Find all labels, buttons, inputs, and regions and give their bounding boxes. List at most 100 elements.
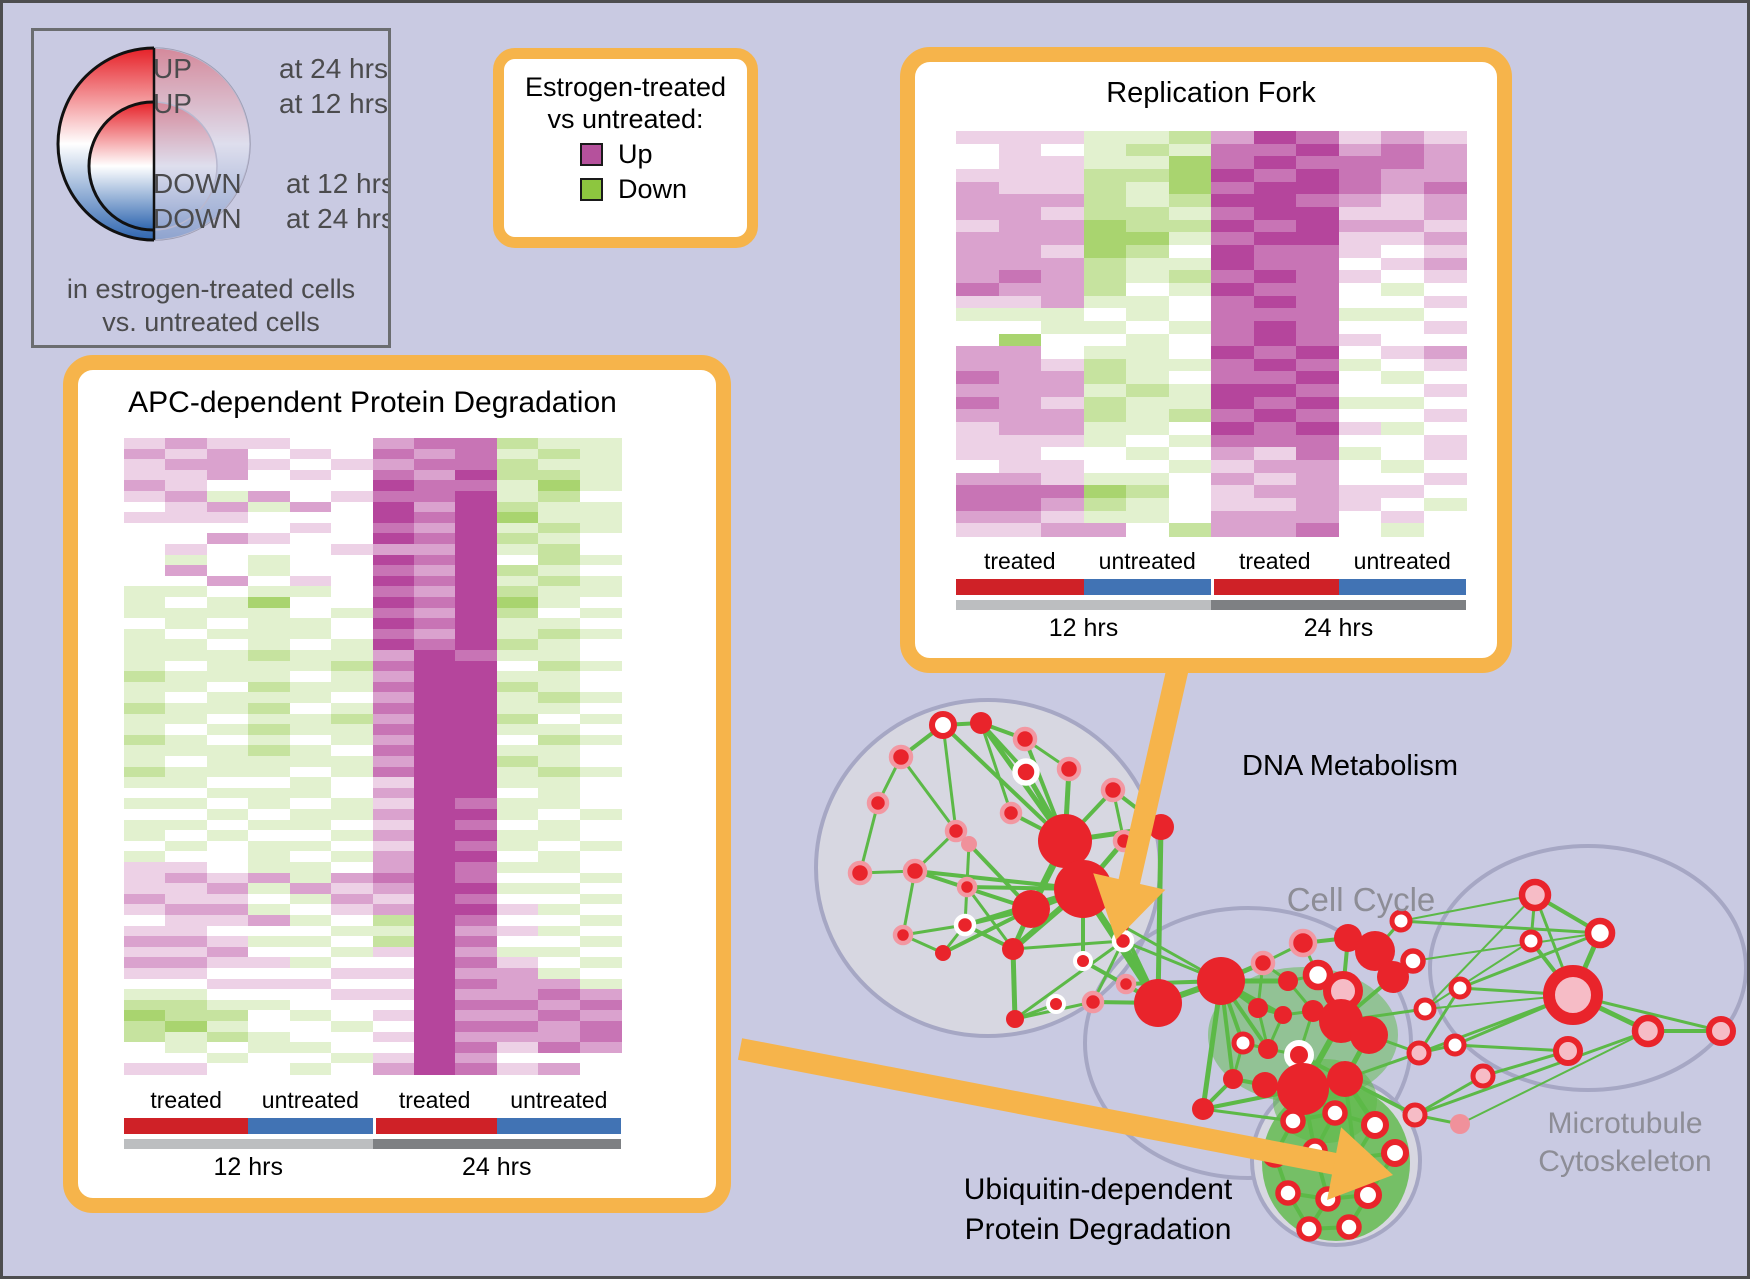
heatmap-cell	[1253, 447, 1297, 461]
heatmap-cell	[1168, 270, 1212, 284]
heatmap-cell	[538, 618, 581, 630]
heatmap-cell	[1381, 371, 1425, 385]
heatmap-cell	[1296, 510, 1340, 524]
heatmap-cell	[124, 565, 167, 577]
heatmap-cell	[165, 787, 208, 799]
heatmap-cell	[413, 787, 456, 799]
heatmap-cell	[289, 893, 332, 905]
heatmap-cell	[206, 925, 249, 937]
heatmap-cell	[1041, 498, 1085, 512]
heatmap-cell	[579, 491, 622, 503]
heatmap-cell	[998, 333, 1042, 347]
heatmap-cell	[579, 1042, 622, 1054]
heatmap-cell	[206, 522, 249, 534]
network-edge	[1155, 826, 1164, 1004]
heatmap-cell	[248, 628, 291, 640]
heatmap-cell	[538, 978, 581, 990]
heatmap-cell	[206, 1010, 249, 1022]
heatmap-cell	[1041, 371, 1085, 385]
heatmap-cell	[372, 544, 415, 556]
heatmap-cell	[455, 438, 498, 450]
heatmap-cell	[1423, 320, 1467, 335]
heatmap-cell	[579, 438, 622, 450]
heatmap-cell	[496, 565, 539, 577]
heatmap-cell	[1338, 472, 1382, 486]
heatmap-cell	[372, 925, 415, 937]
microtubule-label: Cytoskeleton	[1538, 1145, 1711, 1178]
heatmap-cell	[206, 554, 249, 566]
heatmap-cell	[998, 320, 1042, 335]
heatmap-cell	[455, 883, 498, 895]
heatmap-cell	[331, 915, 374, 927]
heatmap-cell	[496, 968, 539, 980]
heatmap-cell	[1338, 143, 1382, 157]
heatmap-cell	[455, 565, 498, 577]
heatmap-cell	[331, 597, 374, 609]
gene-node-s	[1134, 979, 1182, 1027]
heatmap-cell	[1253, 346, 1297, 360]
heatmap-cell	[206, 851, 249, 863]
heatmap-cell	[1381, 156, 1425, 170]
heatmap-cell	[1253, 219, 1297, 233]
heatmap-cell	[372, 586, 415, 598]
heatmap-cell	[1381, 232, 1425, 246]
heatmap-cell	[165, 438, 208, 450]
heatmap-cell	[413, 469, 456, 481]
heatmap-cell	[1041, 143, 1085, 157]
heatmap-cell	[1083, 270, 1127, 284]
heatmap-cell	[1423, 244, 1467, 259]
heatmap-cell	[413, 703, 456, 715]
heatmap-cell	[331, 522, 374, 534]
heatmap-cell	[331, 978, 374, 990]
heatmap-cell	[579, 756, 622, 768]
gene-node-rw	[928, 710, 958, 740]
heatmap-cell	[372, 448, 415, 460]
heatmap-cell	[124, 501, 167, 513]
network-edge	[1424, 894, 1536, 1010]
heatmap-cell	[331, 819, 374, 831]
heatmap-cell	[538, 946, 581, 958]
heatmap-cell	[289, 469, 332, 481]
heatmap-cell	[289, 978, 332, 990]
heatmap-cell	[1423, 206, 1467, 221]
heatmap-cell	[413, 904, 456, 916]
heatmap-cell	[289, 1021, 332, 1033]
heatmap-cell	[124, 681, 167, 693]
time-label: 12 hrs	[1048, 614, 1119, 642]
heatmap-cell	[165, 766, 208, 778]
heatmap-cell	[538, 1010, 581, 1022]
heatmap-cell	[248, 650, 291, 662]
heatmap-cell	[206, 745, 249, 757]
heatmap-cell	[538, 1031, 581, 1043]
heatmap-cell	[1296, 270, 1340, 284]
up-label: Up	[618, 139, 653, 169]
gene-node-rw	[1302, 959, 1334, 991]
heatmap-cell	[289, 639, 332, 651]
heatmap-cell	[165, 809, 208, 821]
heatmap-cell	[289, 597, 332, 609]
heatmap-cell	[165, 628, 208, 640]
heatmap-cell	[289, 692, 332, 704]
group-label-untreated: untreated	[510, 1087, 608, 1113]
heatmap-cell	[496, 586, 539, 598]
heatmap-cell	[1211, 143, 1255, 157]
heatmap-cell	[538, 819, 581, 831]
heatmap-cell	[165, 925, 208, 937]
heatmap-cell	[956, 472, 1000, 486]
heatmap-cell	[998, 168, 1042, 183]
heatmap-cell	[496, 533, 539, 545]
heatmap-cell	[331, 480, 374, 492]
gene-node-s	[1258, 1039, 1278, 1059]
gene-node-s	[1002, 938, 1024, 960]
heatmap-cell	[1338, 510, 1382, 524]
heatmap-cell	[1126, 447, 1170, 461]
heatmap-cell	[413, 766, 456, 778]
heatmap-cell	[124, 787, 167, 799]
heatmap-cell	[998, 143, 1042, 157]
heatmap-cell	[124, 798, 167, 810]
heatmap-cell	[206, 809, 249, 821]
heatmap-cell	[1126, 358, 1170, 373]
heatmap-cell	[1253, 156, 1297, 170]
heatmap-cell	[1253, 409, 1297, 423]
heatmap-cell	[1211, 409, 1255, 423]
